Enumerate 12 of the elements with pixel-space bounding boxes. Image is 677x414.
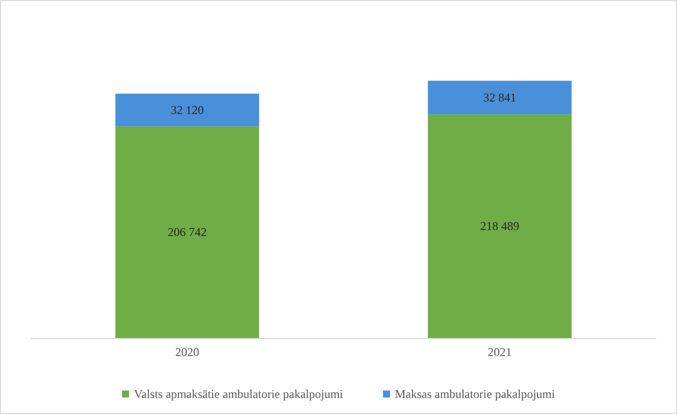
- data-label: 32 120: [170, 103, 204, 117]
- bar: [428, 80, 572, 114]
- data-label: 32 841: [483, 90, 516, 105]
- legend-label: Maksas ambulatorie pakalpojumi: [394, 387, 556, 401]
- data-label: 218 489: [480, 219, 520, 234]
- legend-label: Valsts apmaksātie ambulatorie pakalpojumi: [134, 387, 344, 401]
- bar: [428, 114, 572, 338]
- x-tick-label: 2020: [175, 345, 200, 359]
- x-tick-label: 2021: [488, 345, 512, 359]
- data-label: 206 742: [168, 225, 207, 240]
- bar: [115, 126, 260, 338]
- bar: [115, 94, 260, 126]
